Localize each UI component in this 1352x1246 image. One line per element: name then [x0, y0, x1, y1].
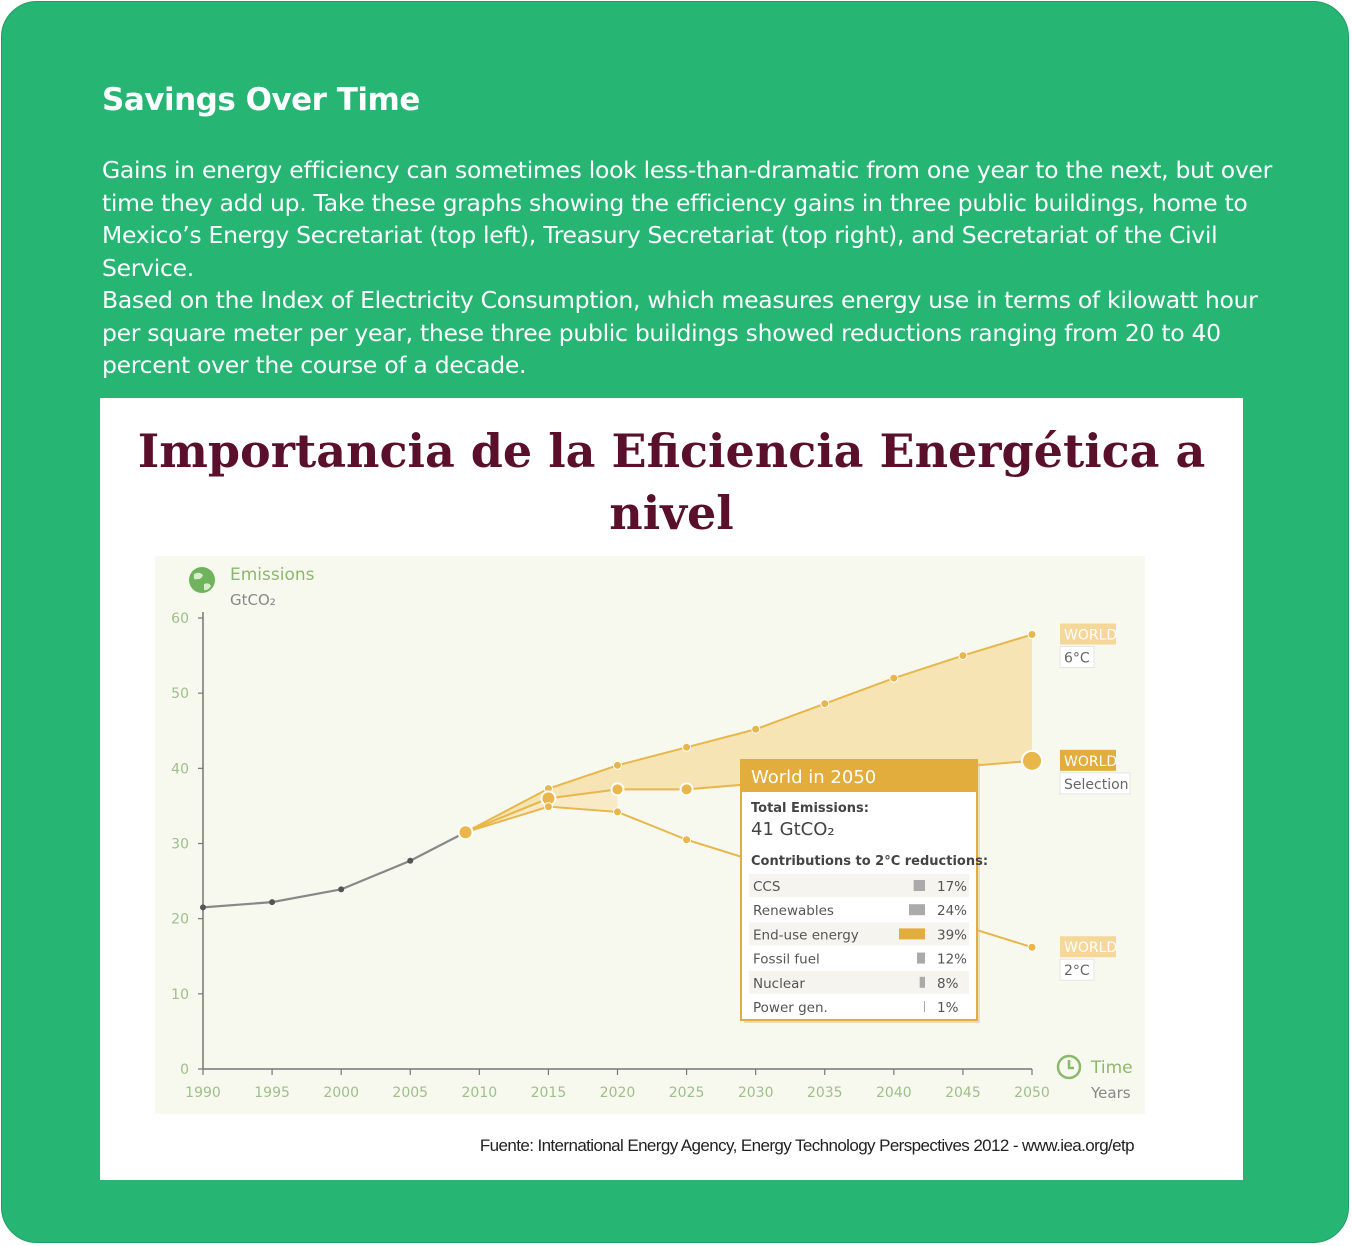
y-axis-unit: GtCO₂ — [230, 591, 276, 609]
x-tick-label: 2000 — [323, 1085, 359, 1101]
x-tick-label: 2045 — [945, 1085, 981, 1101]
tooltip-header — [741, 760, 977, 792]
x-tick-label: 2035 — [807, 1085, 843, 1101]
series-tag-bg — [1060, 936, 1116, 958]
tooltip-row-bg — [749, 874, 969, 897]
series-point — [958, 651, 968, 661]
series-point — [610, 782, 625, 797]
history-point — [338, 886, 345, 893]
x-tick-label: 2010 — [462, 1085, 498, 1101]
tooltip-row-pct: 12% — [937, 952, 967, 968]
series-point — [613, 760, 622, 770]
tooltip-row-bar — [913, 880, 925, 891]
tooltip-row-bg — [749, 922, 969, 946]
x-axis-unit: Years — [1090, 1084, 1131, 1102]
series-point — [1027, 630, 1037, 640]
series-name-label: Selection — [1064, 777, 1129, 793]
tooltip-row-pct: 1% — [937, 1000, 959, 1016]
x-tick-label: 1995 — [254, 1085, 290, 1101]
x-tick-label: 2030 — [738, 1085, 774, 1101]
tooltip-row-pct: 24% — [937, 903, 967, 919]
y-tick-label: 60 — [171, 611, 189, 627]
tooltip-row-bar — [924, 1001, 925, 1012]
y-tick-label: 0 — [180, 1062, 189, 1078]
series-tag-label: WORLD — [1064, 628, 1117, 644]
tooltip-total-label: Total Emissions: — [751, 801, 869, 816]
series-name-label: 2°C — [1064, 963, 1090, 979]
x-tick-label: 2040 — [876, 1085, 912, 1101]
globe-icon — [189, 567, 215, 593]
series-point — [1021, 749, 1043, 772]
detail-paragraph: Based on the Index of Electricity Consum… — [102, 286, 1258, 379]
series-point — [751, 724, 761, 734]
tooltip-row-pct: 8% — [937, 976, 959, 992]
series-point — [613, 807, 622, 817]
x-tick-label: 2005 — [392, 1085, 428, 1101]
x-tick-label: 2015 — [531, 1085, 567, 1101]
tooltip-row-bar — [917, 952, 925, 964]
series-point — [820, 699, 830, 709]
tooltip-row-pct: 39% — [937, 927, 967, 943]
tooltip-row-bar — [919, 976, 925, 988]
tooltip-row-bar — [909, 904, 925, 916]
tooltip-row-name: Nuclear — [753, 976, 805, 992]
history-point — [407, 857, 414, 864]
history-point — [269, 899, 276, 906]
tooltip-row-bar — [899, 928, 925, 940]
series-point — [682, 835, 692, 845]
history-point — [200, 904, 206, 911]
series-name-label: 6°C — [1064, 651, 1090, 667]
x-tick-label: 1990 — [185, 1085, 221, 1101]
series-point — [682, 742, 692, 752]
series-tag-bg — [1060, 749, 1116, 771]
tooltip-title: World in 2050 — [751, 767, 876, 788]
series-tag-label: WORLD — [1064, 754, 1117, 770]
series-tag-label: WORLD — [1064, 940, 1117, 956]
tooltip-row-name: Power gen. — [753, 1000, 828, 1016]
series-name-bg — [1059, 646, 1095, 669]
tooltip-row-name: Renewables — [753, 903, 834, 919]
x-tick-label: 2050 — [1014, 1085, 1050, 1101]
figure-title-line1: Importancia de la Eficiencia Energética … — [137, 424, 1206, 540]
series-tag-bg — [1060, 623, 1116, 645]
start-point — [457, 824, 474, 841]
tooltip-total-value: 41 GtCO₂ — [751, 819, 835, 840]
clock-icon — [1056, 1054, 1082, 1080]
near-term-area — [465, 789, 618, 833]
history-line — [202, 831, 467, 909]
emissions-figure: Importancia de la Eficiencia Energética … — [100, 398, 1243, 1180]
y-tick-label: 20 — [171, 912, 189, 928]
x-tick-label: 2020 — [600, 1085, 636, 1101]
series-point — [1027, 942, 1037, 952]
x-tick-label: 2025 — [669, 1085, 705, 1101]
tooltip-row-name: Fossil fuel — [753, 952, 820, 968]
x-axis-title: Time — [1090, 1058, 1133, 1078]
y-axis-title: Emissions — [230, 565, 315, 585]
source-note: Fuente: International Energy Agency, Ene… — [479, 1136, 1135, 1155]
section-heading: Savings Over Time — [102, 82, 420, 118]
emissions-chart: Emissions GtCO₂ Time Years 0102030405060… — [171, 565, 1133, 1102]
series-name-bg — [1059, 772, 1131, 795]
series-point — [543, 802, 553, 812]
y-tick-label: 10 — [171, 987, 189, 1003]
y-tick-label: 50 — [171, 686, 189, 702]
y-tick-label: 30 — [171, 837, 189, 853]
tooltip-row-name: End-use energy — [753, 927, 859, 943]
series-point — [679, 782, 694, 797]
scenario-gap-area — [465, 634, 1032, 833]
series-point — [889, 673, 899, 683]
series-name-bg — [1059, 958, 1095, 981]
tooltip-row-bg — [749, 970, 969, 994]
tooltip-row-pct: 17% — [937, 879, 967, 895]
intro-paragraph: Gains in energy efficiency can sometimes… — [102, 156, 1272, 282]
y-tick-label: 40 — [171, 761, 189, 777]
tooltip-contrib-label: Contributions to 2°C reductions: — [751, 854, 988, 869]
tooltip-row-name: CCS — [753, 879, 780, 895]
